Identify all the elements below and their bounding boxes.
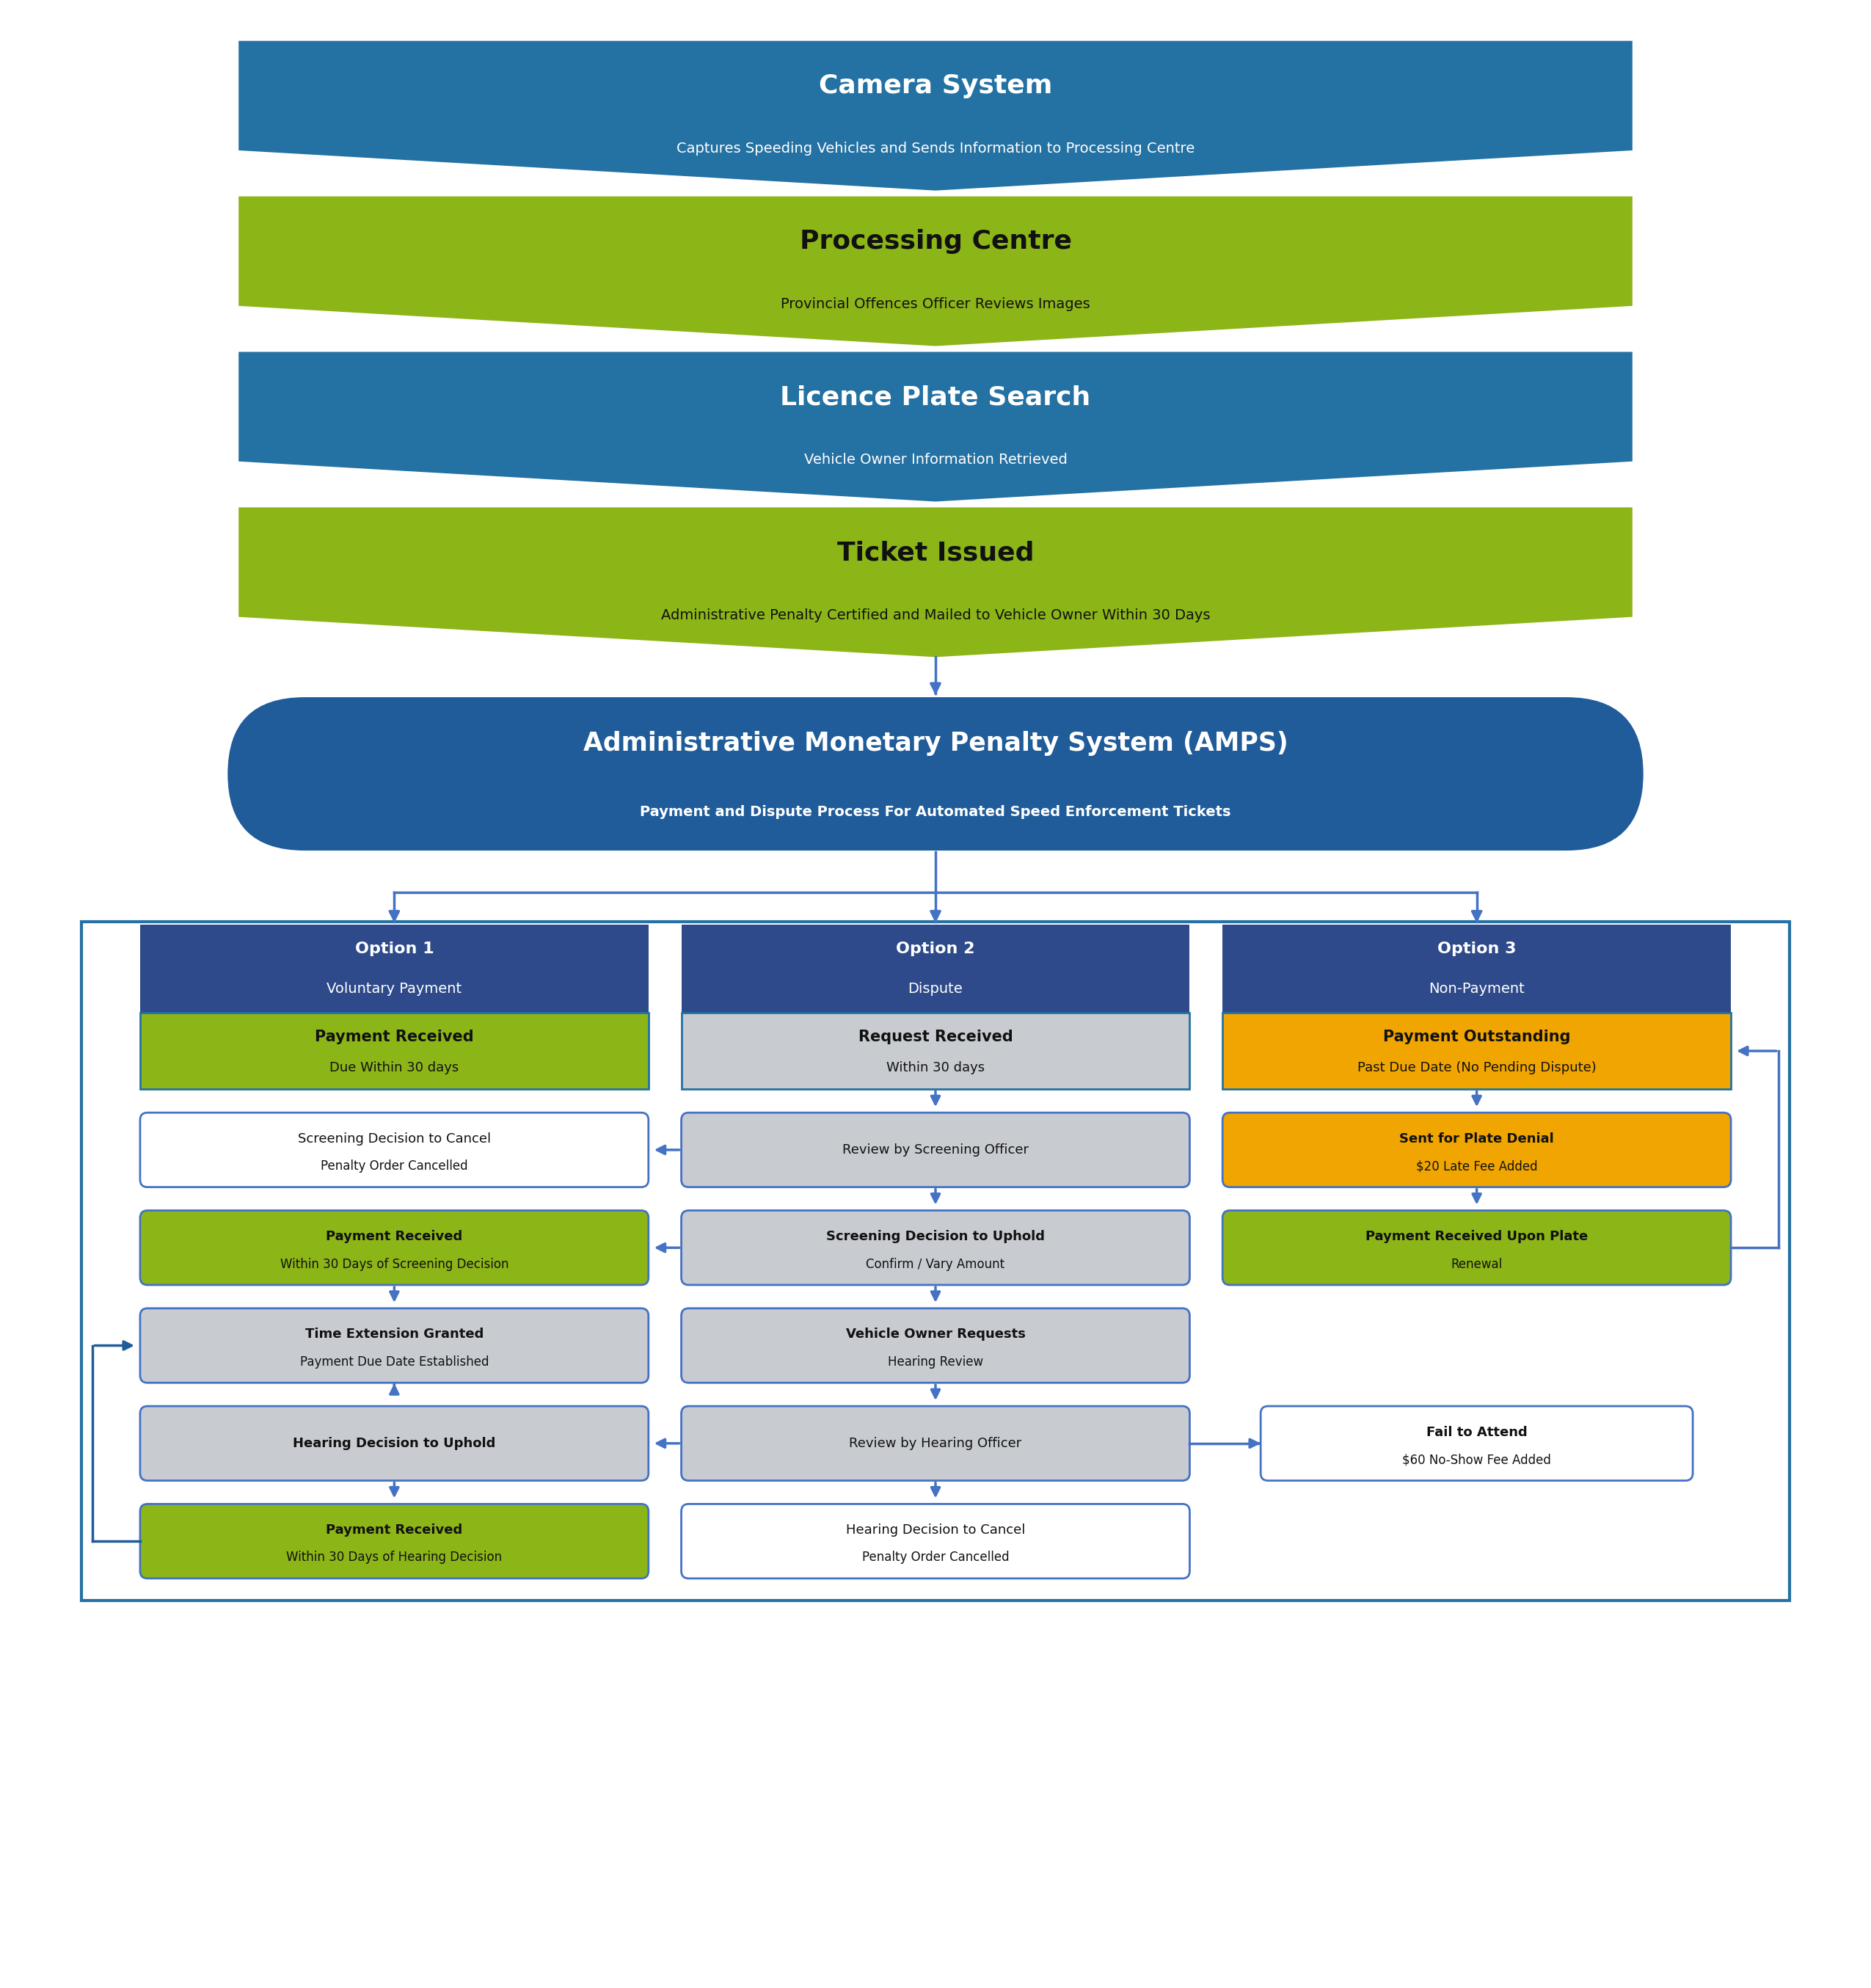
FancyBboxPatch shape	[681, 1308, 1190, 1384]
Text: Option 3: Option 3	[1437, 942, 1516, 956]
Text: Option 2: Option 2	[896, 942, 975, 956]
Text: Payment Received Upon Plate: Payment Received Upon Plate	[1366, 1231, 1588, 1242]
FancyBboxPatch shape	[1222, 1113, 1731, 1187]
Text: Request Received: Request Received	[859, 1030, 1012, 1044]
Text: Payment and Dispute Process For Automated Speed Enforcement Tickets: Payment and Dispute Process For Automate…	[640, 805, 1231, 819]
Text: Payment Received: Payment Received	[326, 1523, 462, 1537]
FancyBboxPatch shape	[681, 1211, 1190, 1284]
Bar	[681, 924, 1190, 1012]
Text: Screening Decision to Uphold: Screening Decision to Uphold	[827, 1231, 1044, 1242]
Bar	[140, 924, 649, 1012]
Bar	[1222, 924, 1731, 1012]
Text: Time Extension Granted: Time Extension Granted	[305, 1328, 483, 1342]
Bar	[140, 1012, 649, 1089]
Text: $60 No-Show Fee Added: $60 No-Show Fee Added	[1401, 1453, 1551, 1467]
Text: Screening Decision to Cancel: Screening Decision to Cancel	[297, 1131, 490, 1145]
Text: Administrative Penalty Certified and Mailed to Vehicle Owner Within 30 Days: Administrative Penalty Certified and Mai…	[660, 608, 1211, 622]
FancyBboxPatch shape	[140, 1211, 649, 1284]
Bar	[681, 1012, 1190, 1089]
Text: Within 30 days: Within 30 days	[887, 1062, 984, 1074]
Text: Review by Hearing Officer: Review by Hearing Officer	[849, 1437, 1022, 1449]
Text: Hearing Decision to Cancel: Hearing Decision to Cancel	[846, 1523, 1025, 1537]
Polygon shape	[239, 507, 1632, 658]
Text: Camera System: Camera System	[819, 74, 1052, 99]
Text: Within 30 Days of Screening Decision: Within 30 Days of Screening Decision	[281, 1258, 509, 1270]
Text: Payment Outstanding: Payment Outstanding	[1383, 1030, 1570, 1044]
Text: Ticket Issued: Ticket Issued	[836, 541, 1035, 565]
Text: Sent for Plate Denial: Sent for Plate Denial	[1400, 1131, 1555, 1145]
Text: Administrative Monetary Penalty System (AMPS): Administrative Monetary Penalty System (…	[584, 732, 1287, 755]
Text: Penalty Order Cancelled: Penalty Order Cancelled	[863, 1551, 1008, 1565]
FancyBboxPatch shape	[140, 1113, 649, 1187]
Bar	[1222, 1012, 1731, 1089]
FancyBboxPatch shape	[140, 1308, 649, 1384]
Text: Due Within 30 days: Due Within 30 days	[329, 1062, 458, 1074]
Text: Hearing Review: Hearing Review	[887, 1356, 984, 1368]
Polygon shape	[239, 42, 1632, 191]
Text: Payment Received: Payment Received	[326, 1231, 462, 1242]
FancyBboxPatch shape	[1222, 1211, 1731, 1284]
Text: Dispute: Dispute	[907, 982, 964, 996]
Text: Voluntary Payment: Voluntary Payment	[327, 982, 462, 996]
Text: Review by Screening Officer: Review by Screening Officer	[842, 1143, 1029, 1157]
FancyBboxPatch shape	[140, 1406, 649, 1481]
Text: Past Due Date (No Pending Dispute): Past Due Date (No Pending Dispute)	[1356, 1062, 1596, 1074]
Text: Processing Centre: Processing Centre	[799, 229, 1072, 254]
Text: Payment Received: Payment Received	[314, 1030, 473, 1044]
FancyBboxPatch shape	[228, 698, 1643, 851]
Text: Vehicle Owner Requests: Vehicle Owner Requests	[846, 1328, 1025, 1342]
Text: Fail to Attend: Fail to Attend	[1426, 1425, 1527, 1439]
Text: Provincial Offences Officer Reviews Images: Provincial Offences Officer Reviews Imag…	[780, 298, 1091, 312]
Text: Payment Due Date Established: Payment Due Date Established	[299, 1356, 488, 1368]
Text: Licence Plate Search: Licence Plate Search	[780, 384, 1091, 410]
Text: Option 1: Option 1	[355, 942, 434, 956]
Text: Captures Speeding Vehicles and Sends Information to Processing Centre: Captures Speeding Vehicles and Sends Inf…	[677, 141, 1194, 155]
Text: Vehicle Owner Information Retrieved: Vehicle Owner Information Retrieved	[805, 453, 1066, 467]
Text: Penalty Order Cancelled: Penalty Order Cancelled	[320, 1159, 468, 1173]
Text: Within 30 Days of Hearing Decision: Within 30 Days of Hearing Decision	[286, 1551, 501, 1565]
Text: $20 Late Fee Added: $20 Late Fee Added	[1416, 1159, 1538, 1173]
Bar	[82, 920, 1789, 1600]
Text: Hearing Decision to Uphold: Hearing Decision to Uphold	[294, 1437, 496, 1449]
FancyBboxPatch shape	[1261, 1406, 1693, 1481]
Polygon shape	[239, 197, 1632, 346]
Polygon shape	[239, 352, 1632, 501]
Text: Confirm / Vary Amount: Confirm / Vary Amount	[866, 1258, 1005, 1270]
FancyBboxPatch shape	[681, 1505, 1190, 1578]
FancyBboxPatch shape	[681, 1406, 1190, 1481]
Text: Non-Payment: Non-Payment	[1429, 982, 1525, 996]
Text: Renewal: Renewal	[1450, 1258, 1502, 1270]
FancyBboxPatch shape	[681, 1113, 1190, 1187]
FancyBboxPatch shape	[140, 1505, 649, 1578]
